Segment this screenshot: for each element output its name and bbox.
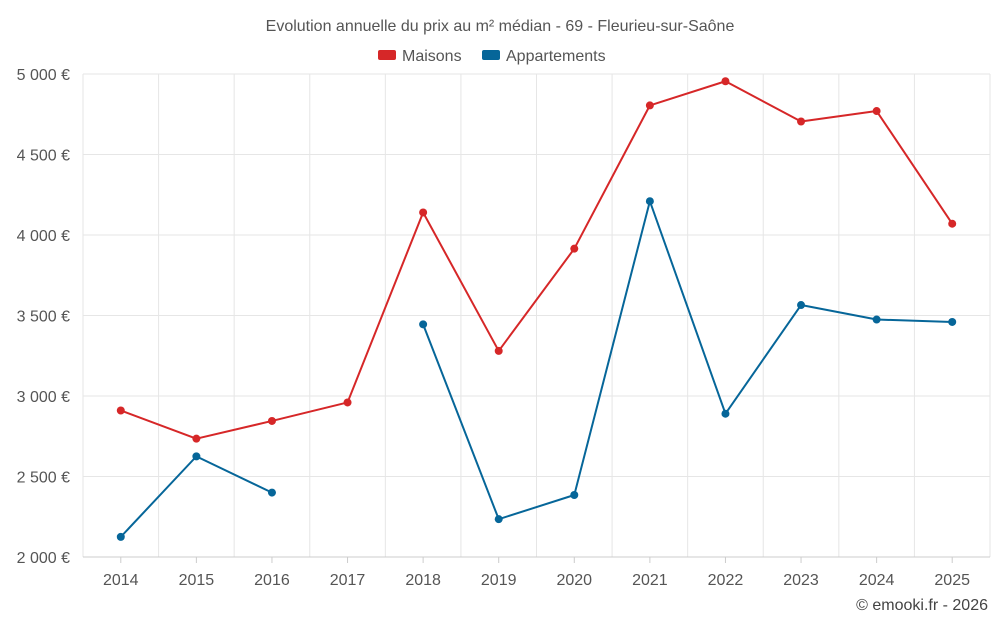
data-point-maisons-2024[interactable] — [872, 107, 881, 116]
y-tick-label: 4 500 € — [17, 148, 70, 165]
data-point-appartements-2021[interactable] — [645, 197, 654, 206]
x-tick-label-2020: 2020 — [556, 572, 592, 589]
chart-title: Evolution annuelle du prix au m² médian … — [266, 18, 735, 35]
series-line-appartements — [422, 200, 953, 521]
data-point-appartements-2024[interactable] — [872, 315, 881, 324]
legend-label-maisons: Maisons — [402, 48, 462, 65]
x-tick-label-2022: 2022 — [708, 572, 744, 589]
data-point-appartements-2025[interactable] — [948, 317, 957, 326]
data-point-maisons-2017[interactable] — [343, 398, 352, 407]
legend-label-appartements: Appartements — [506, 48, 606, 65]
data-point-maisons-2021[interactable] — [645, 101, 654, 110]
x-tick-label-2014: 2014 — [103, 572, 139, 589]
data-point-appartements-2014[interactable] — [116, 532, 125, 541]
gridlines — [82, 73, 991, 557]
data-point-appartements-2020[interactable] — [570, 491, 579, 500]
x-tick-label-2025: 2025 — [934, 572, 970, 589]
data-point-appartements-2019[interactable] — [494, 515, 503, 524]
x-tick-label-2018: 2018 — [405, 572, 441, 589]
data-point-maisons-2016[interactable] — [267, 416, 276, 425]
x-tick-label-2023: 2023 — [783, 572, 819, 589]
data-point-appartements-2015[interactable] — [192, 452, 201, 461]
series-group — [116, 77, 957, 541]
x-tick-label-2016: 2016 — [254, 572, 290, 589]
data-point-appartements-2023[interactable] — [797, 301, 806, 310]
data-point-appartements-2022[interactable] — [721, 409, 730, 418]
data-point-maisons-2019[interactable] — [494, 346, 503, 355]
y-tick-label: 4 000 € — [17, 228, 70, 245]
y-axis: 2 000 € 2 500 € 3 000 € 3 500 € 4 000 € 4 500… — [17, 67, 70, 567]
data-point-appartements-2018[interactable] — [419, 320, 428, 329]
legend: Maisons Appartements — [378, 48, 606, 65]
y-tick-label: 3 500 € — [17, 309, 70, 326]
y-tick-label: 5 000 € — [17, 67, 70, 84]
series-maisons — [116, 77, 957, 443]
y-tick-label: 3 000 € — [17, 389, 70, 406]
y-tick-label: 2 500 € — [17, 470, 70, 487]
credit-text: © emooki.fr - 2026 — [856, 597, 988, 614]
x-tick-label-2021: 2021 — [632, 572, 668, 589]
data-point-maisons-2015[interactable] — [192, 434, 201, 443]
data-point-maisons-2022[interactable] — [721, 77, 730, 86]
data-point-maisons-2023[interactable] — [797, 117, 806, 126]
data-point-maisons-2025[interactable] — [948, 219, 957, 228]
x-tick-label-2015: 2015 — [179, 572, 215, 589]
data-point-appartements-2016[interactable] — [267, 488, 276, 497]
x-tick-label-2017: 2017 — [330, 572, 366, 589]
data-point-maisons-2014[interactable] — [116, 406, 125, 415]
legend-item-appartements[interactable]: Appartements — [482, 48, 606, 65]
x-axis: 2014 2015 2016 2017 2018 2019 2020 2021 2022 2023… — [83, 556, 990, 589]
series-line-appartements — [120, 455, 273, 538]
series-line-maisons — [120, 80, 954, 440]
legend-item-maisons[interactable]: Maisons — [378, 48, 462, 65]
data-point-maisons-2018[interactable] — [419, 208, 428, 217]
series-appartements — [116, 197, 957, 541]
x-tick-label-2019: 2019 — [481, 572, 517, 589]
legend-swatch-appartements — [482, 50, 500, 60]
data-point-maisons-2020[interactable] — [570, 244, 579, 253]
legend-swatch-maisons — [378, 50, 396, 60]
x-tick-label-2024: 2024 — [859, 572, 895, 589]
y-tick-label: 2 000 € — [17, 550, 70, 567]
